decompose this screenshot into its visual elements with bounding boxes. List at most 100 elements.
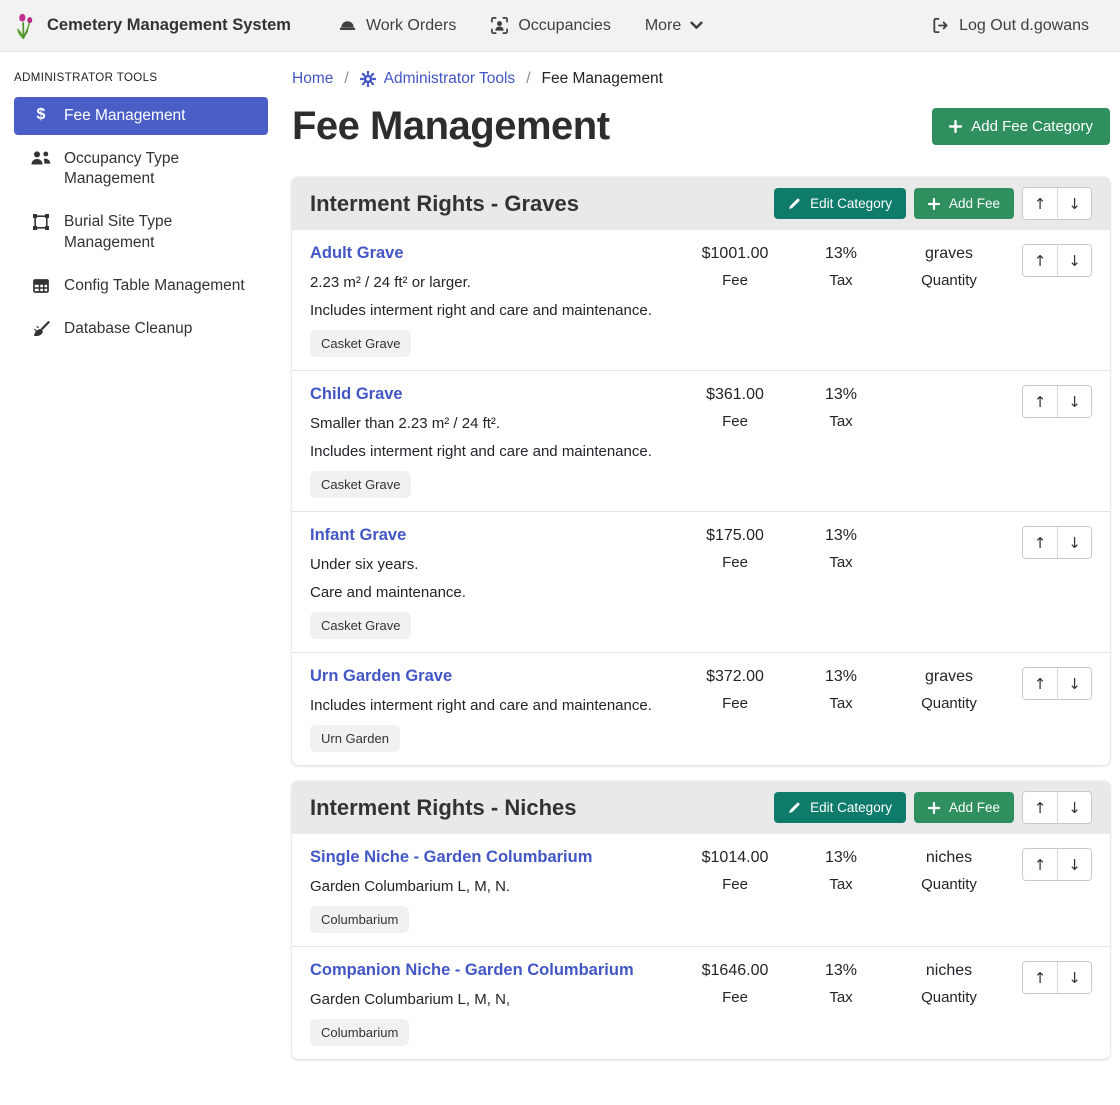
fee-amount-label: Fee: [682, 272, 788, 289]
edit-category-button[interactable]: Edit Category: [774, 792, 906, 824]
fee-description: Garden Columbarium L, M, N,: [310, 991, 674, 1008]
tax-value: 13%: [788, 849, 894, 867]
breadcrumb-admin-tools-link[interactable]: Administrator Tools: [360, 70, 516, 88]
category-reorder-group: ↑ ↓: [1022, 187, 1092, 220]
fee-name-link[interactable]: Adult Grave: [310, 244, 404, 263]
breadcrumb-separator: /: [526, 70, 530, 88]
fee-description: Smaller than 2.23 m² / 24 ft².: [310, 415, 674, 432]
artboard-icon: [30, 213, 52, 231]
category-header: Interment Rights - Graves Edit Category: [292, 177, 1110, 230]
sidebar-item-fee-management[interactable]: $ Fee Management: [14, 97, 268, 135]
fee-name-link[interactable]: Child Grave: [310, 385, 403, 404]
occupancies-icon: [490, 16, 509, 35]
sidebar-item-label: Fee Management: [64, 106, 186, 126]
fee-description: 2.23 m² / 24 ft² or larger.: [310, 274, 674, 291]
fee-description: Includes interment right and care and ma…: [310, 302, 674, 319]
category-reorder-group: ↑ ↓: [1022, 791, 1092, 824]
fee-name-link[interactable]: Infant Grave: [310, 526, 406, 545]
tax-label: Tax: [788, 876, 894, 893]
breadcrumb-separator: /: [344, 70, 348, 88]
move-fee-down-button[interactable]: ↓: [1057, 386, 1091, 417]
table-icon: [30, 277, 52, 295]
fee-reorder-group: ↑ ↓: [1022, 961, 1092, 994]
quantity-col: niches Quantity: [894, 961, 1004, 1006]
edit-category-button[interactable]: Edit Category: [774, 188, 906, 220]
logout-button[interactable]: Log Out d.gowans: [914, 16, 1106, 35]
tax-label: Tax: [788, 695, 894, 712]
fee-name-link[interactable]: Urn Garden Grave: [310, 667, 452, 686]
move-fee-up-button[interactable]: ↑: [1023, 245, 1057, 276]
move-fee-up-button[interactable]: ↑: [1023, 962, 1057, 993]
fee-type-badge: Columbarium: [310, 1019, 409, 1046]
fee-row-adult-grave: Adult Grave 2.23 m² / 24 ft² or larger. …: [292, 230, 1110, 370]
quantity-col: niches Quantity: [894, 848, 1004, 893]
plus-icon: [949, 120, 962, 133]
tax-value: 13%: [788, 245, 894, 263]
people-icon: [30, 150, 52, 166]
quantity-value: graves: [894, 245, 1004, 263]
fee-description: Garden Columbarium L, M, N.: [310, 878, 674, 895]
fee-reorder-group: ↑ ↓: [1022, 667, 1092, 700]
move-fee-up-button[interactable]: ↑: [1023, 668, 1057, 699]
sidebar-item-occupancy-type[interactable]: Occupancy Type Management: [14, 140, 268, 198]
breadcrumb-home-link[interactable]: Home: [292, 70, 333, 88]
sidebar-item-burial-site-type[interactable]: Burial Site Type Management: [14, 203, 268, 261]
breadcrumb: Home /: [292, 70, 1110, 88]
fee-type-badge: Casket Grave: [310, 330, 411, 357]
move-category-up-button[interactable]: ↑: [1023, 792, 1057, 823]
fee-amount-col: $175.00 Fee: [682, 526, 788, 571]
edit-category-label: Edit Category: [810, 197, 892, 211]
add-fee-category-button[interactable]: Add Fee Category: [932, 108, 1110, 145]
fee-reorder-group: ↑ ↓: [1022, 526, 1092, 559]
quantity-label: Quantity: [894, 695, 1004, 712]
move-fee-down-button[interactable]: ↓: [1057, 962, 1091, 993]
sidebar-item-label: Burial Site Type Management: [64, 212, 258, 252]
move-fee-down-button[interactable]: ↓: [1057, 245, 1091, 276]
add-fee-button[interactable]: Add Fee: [914, 792, 1014, 824]
tax-value: 13%: [788, 962, 894, 980]
sidebar-item-config-table[interactable]: Config Table Management: [14, 267, 268, 305]
breadcrumb-section-label: Administrator Tools: [384, 70, 516, 88]
plus-icon: [928, 198, 940, 210]
tax-label: Tax: [788, 272, 894, 289]
fee-amount: $175.00: [682, 527, 788, 545]
fee-amount-col: $1001.00 Fee: [682, 244, 788, 289]
move-fee-down-button[interactable]: ↓: [1057, 527, 1091, 558]
sidebar-heading: ADMINISTRATOR TOOLS: [14, 72, 268, 84]
fee-amount-label: Fee: [682, 695, 788, 712]
quantity-col: [894, 385, 1004, 395]
move-fee-down-button[interactable]: ↓: [1057, 668, 1091, 699]
nav-work-orders-label: Work Orders: [366, 17, 456, 35]
app-brand[interactable]: Cemetery Management System: [14, 12, 291, 40]
fee-name-link[interactable]: Companion Niche - Garden Columbarium: [310, 961, 634, 980]
move-category-down-button[interactable]: ↓: [1057, 188, 1091, 219]
tax-col: 13% Tax: [788, 848, 894, 893]
move-fee-down-button[interactable]: ↓: [1057, 849, 1091, 880]
nav-occupancies[interactable]: Occupancies: [473, 16, 628, 35]
gear-icon: [360, 71, 376, 87]
category-title: Interment Rights - Graves: [310, 191, 774, 217]
move-fee-up-button[interactable]: ↑: [1023, 849, 1057, 880]
move-fee-up-button[interactable]: ↑: [1023, 386, 1057, 417]
main-content: Home /: [280, 52, 1120, 1105]
move-fee-up-button[interactable]: ↑: [1023, 527, 1057, 558]
nav-work-orders[interactable]: Work Orders: [321, 16, 473, 35]
fee-amount-label: Fee: [682, 989, 788, 1006]
category-title: Interment Rights - Niches: [310, 795, 774, 821]
fee-type-badge: Casket Grave: [310, 471, 411, 498]
fee-name-link[interactable]: Single Niche - Garden Columbarium: [310, 848, 592, 867]
fee-amount-label: Fee: [682, 413, 788, 430]
move-category-down-button[interactable]: ↓: [1057, 792, 1091, 823]
quantity-label: Quantity: [894, 876, 1004, 893]
pencil-icon: [788, 801, 801, 814]
tax-value: 13%: [788, 527, 894, 545]
nav-more[interactable]: More: [628, 17, 720, 35]
hard-hat-icon: [338, 16, 357, 35]
sidebar-item-database-cleanup[interactable]: Database Cleanup: [14, 310, 268, 348]
move-category-up-button[interactable]: ↑: [1023, 188, 1057, 219]
fee-row-child-grave: Child Grave Smaller than 2.23 m² / 24 ft…: [292, 370, 1110, 511]
add-fee-button[interactable]: Add Fee: [914, 188, 1014, 220]
quantity-col: graves Quantity: [894, 244, 1004, 289]
sidebar-item-label: Occupancy Type Management: [64, 149, 258, 189]
fee-description: Includes interment right and care and ma…: [310, 443, 674, 460]
